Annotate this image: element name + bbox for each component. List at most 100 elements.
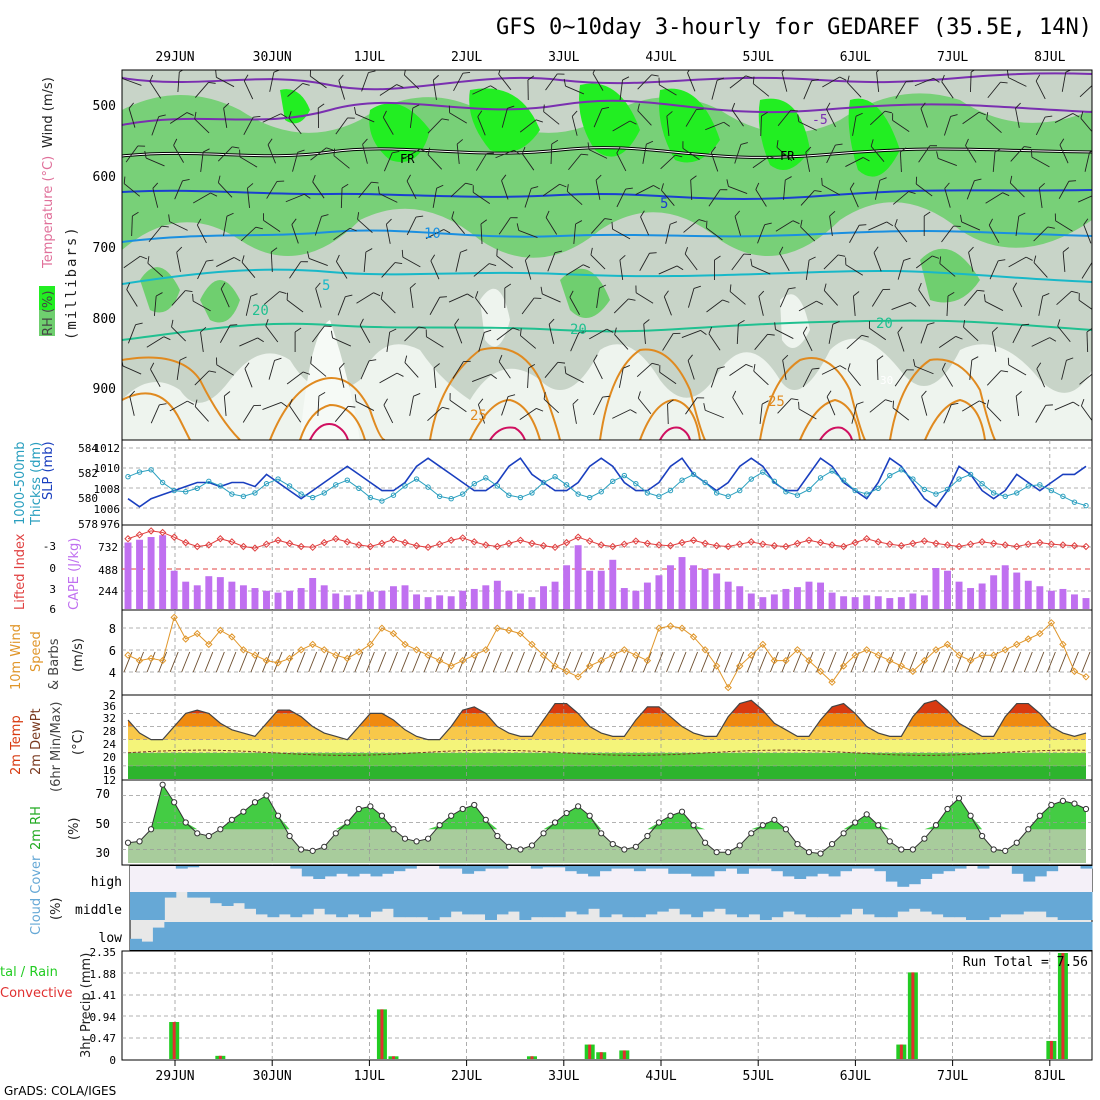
wind-barb-flag (666, 111, 673, 117)
cloud-mid-bar (679, 892, 692, 915)
surface-wind-barb (700, 651, 710, 673)
cape-bar (401, 585, 409, 609)
cloud-high-bar (633, 866, 646, 872)
wind-point (920, 656, 929, 665)
rh-fill (128, 784, 1086, 863)
contour-label: 20 (876, 316, 893, 332)
wind-barb-staff (472, 192, 491, 204)
wind-point (447, 662, 455, 670)
wind-barb-staff (914, 77, 934, 87)
wind-barb-flag (651, 362, 660, 366)
wind-barb-flag (906, 80, 914, 82)
wind-barb (216, 357, 234, 376)
li-point (251, 544, 259, 552)
y-tick-label: 500 (93, 99, 116, 114)
cloud-level-label: low (99, 931, 123, 946)
wind-barb-flag (1007, 357, 1010, 366)
cloud-low-bar (828, 922, 841, 950)
cloud-mid-bar (393, 892, 406, 918)
wind-barb-flag (1054, 213, 1056, 221)
slp-grid (122, 440, 1092, 525)
cloud-low-bar (714, 922, 727, 950)
wind-barb-staff (1015, 216, 1020, 236)
wind-barb (542, 183, 567, 197)
surface-wind-barb (966, 651, 975, 673)
wind-point (585, 662, 594, 670)
rh-point (875, 822, 882, 829)
surface-wind-barb (862, 651, 872, 673)
wind-barb (639, 252, 657, 271)
wind-barb (662, 332, 681, 351)
wind-barb-flag (155, 292, 163, 297)
rh-shading (122, 70, 1092, 440)
wind-barb (200, 148, 210, 172)
li-point (643, 539, 652, 548)
wind-barb-flag (792, 220, 800, 225)
wind-barb (402, 148, 427, 160)
wind-barb-flag (1078, 293, 1080, 301)
wind-barb (711, 77, 725, 100)
rh-moist-patch (560, 268, 610, 318)
wind-barb (874, 177, 887, 200)
wind-barb (223, 212, 234, 236)
wind-barb (269, 70, 281, 92)
wind-barb (821, 365, 847, 375)
surface-wind-barb (377, 651, 387, 673)
thickness-point (298, 491, 304, 497)
surface-wind-barb (896, 651, 906, 673)
cloud-mid-bar (1023, 892, 1036, 912)
wind-barb (386, 328, 397, 352)
y-tick-label: 600 (93, 170, 116, 185)
temp-tick: 16 (103, 764, 116, 777)
surface-wind-barb (908, 651, 918, 673)
wind-barb-staff (1078, 299, 1092, 313)
rh-point (759, 822, 766, 829)
wind-point (886, 656, 894, 665)
wind-barb (920, 102, 928, 128)
rh-point (332, 830, 339, 837)
wind-barb-staff (708, 333, 721, 351)
wind-barb-staff (986, 406, 1002, 422)
wind-barb-staff (362, 144, 368, 164)
wind-barb (357, 212, 373, 234)
cloud-low-bar (771, 922, 784, 950)
wind-point (816, 667, 825, 676)
wind-barb-flag (643, 319, 650, 325)
wind-barb (706, 220, 723, 241)
wind-barb-staff (596, 288, 600, 308)
wind-point (355, 648, 363, 656)
wind-barb-staff (1031, 156, 1050, 168)
wind-barb-staff (1035, 80, 1046, 100)
wind-barb-staff (802, 368, 813, 388)
wind-barb-staff (899, 151, 902, 173)
cape-bar (713, 573, 721, 609)
wind-barb (595, 174, 602, 200)
cape-bar (897, 597, 905, 609)
cloud-low-bar (725, 922, 738, 950)
wind-barb-flag (826, 390, 832, 398)
wind-barb (448, 293, 474, 303)
wind-barb-flag (250, 293, 258, 297)
wind-barb-flag (720, 189, 728, 191)
cloud-unit-label: (%) (49, 898, 64, 921)
wind-barb-staff (964, 290, 978, 306)
cloud-high-bar (324, 866, 337, 877)
wind-barb (800, 190, 822, 206)
thickness-point (898, 467, 905, 473)
cape-bar (355, 594, 363, 609)
wind-barb-staff (570, 332, 580, 352)
wind-barb (759, 400, 769, 424)
wind-barb-staff (895, 81, 907, 99)
surface-wind-barb (769, 651, 779, 673)
rh-point (494, 832, 501, 840)
wind-barb-flag (876, 70, 883, 73)
wind-barb-staff (263, 291, 280, 305)
cloud-mid-bar (1000, 892, 1013, 915)
cloud-mid-bar (152, 892, 165, 920)
wind-barb-flag (986, 112, 989, 120)
wind-barb-staff (643, 323, 646, 345)
rh-high-patch (848, 98, 900, 177)
wind-barb-flag (206, 259, 214, 262)
slp-line (127, 457, 1087, 508)
wind-barb-staff (473, 263, 490, 277)
